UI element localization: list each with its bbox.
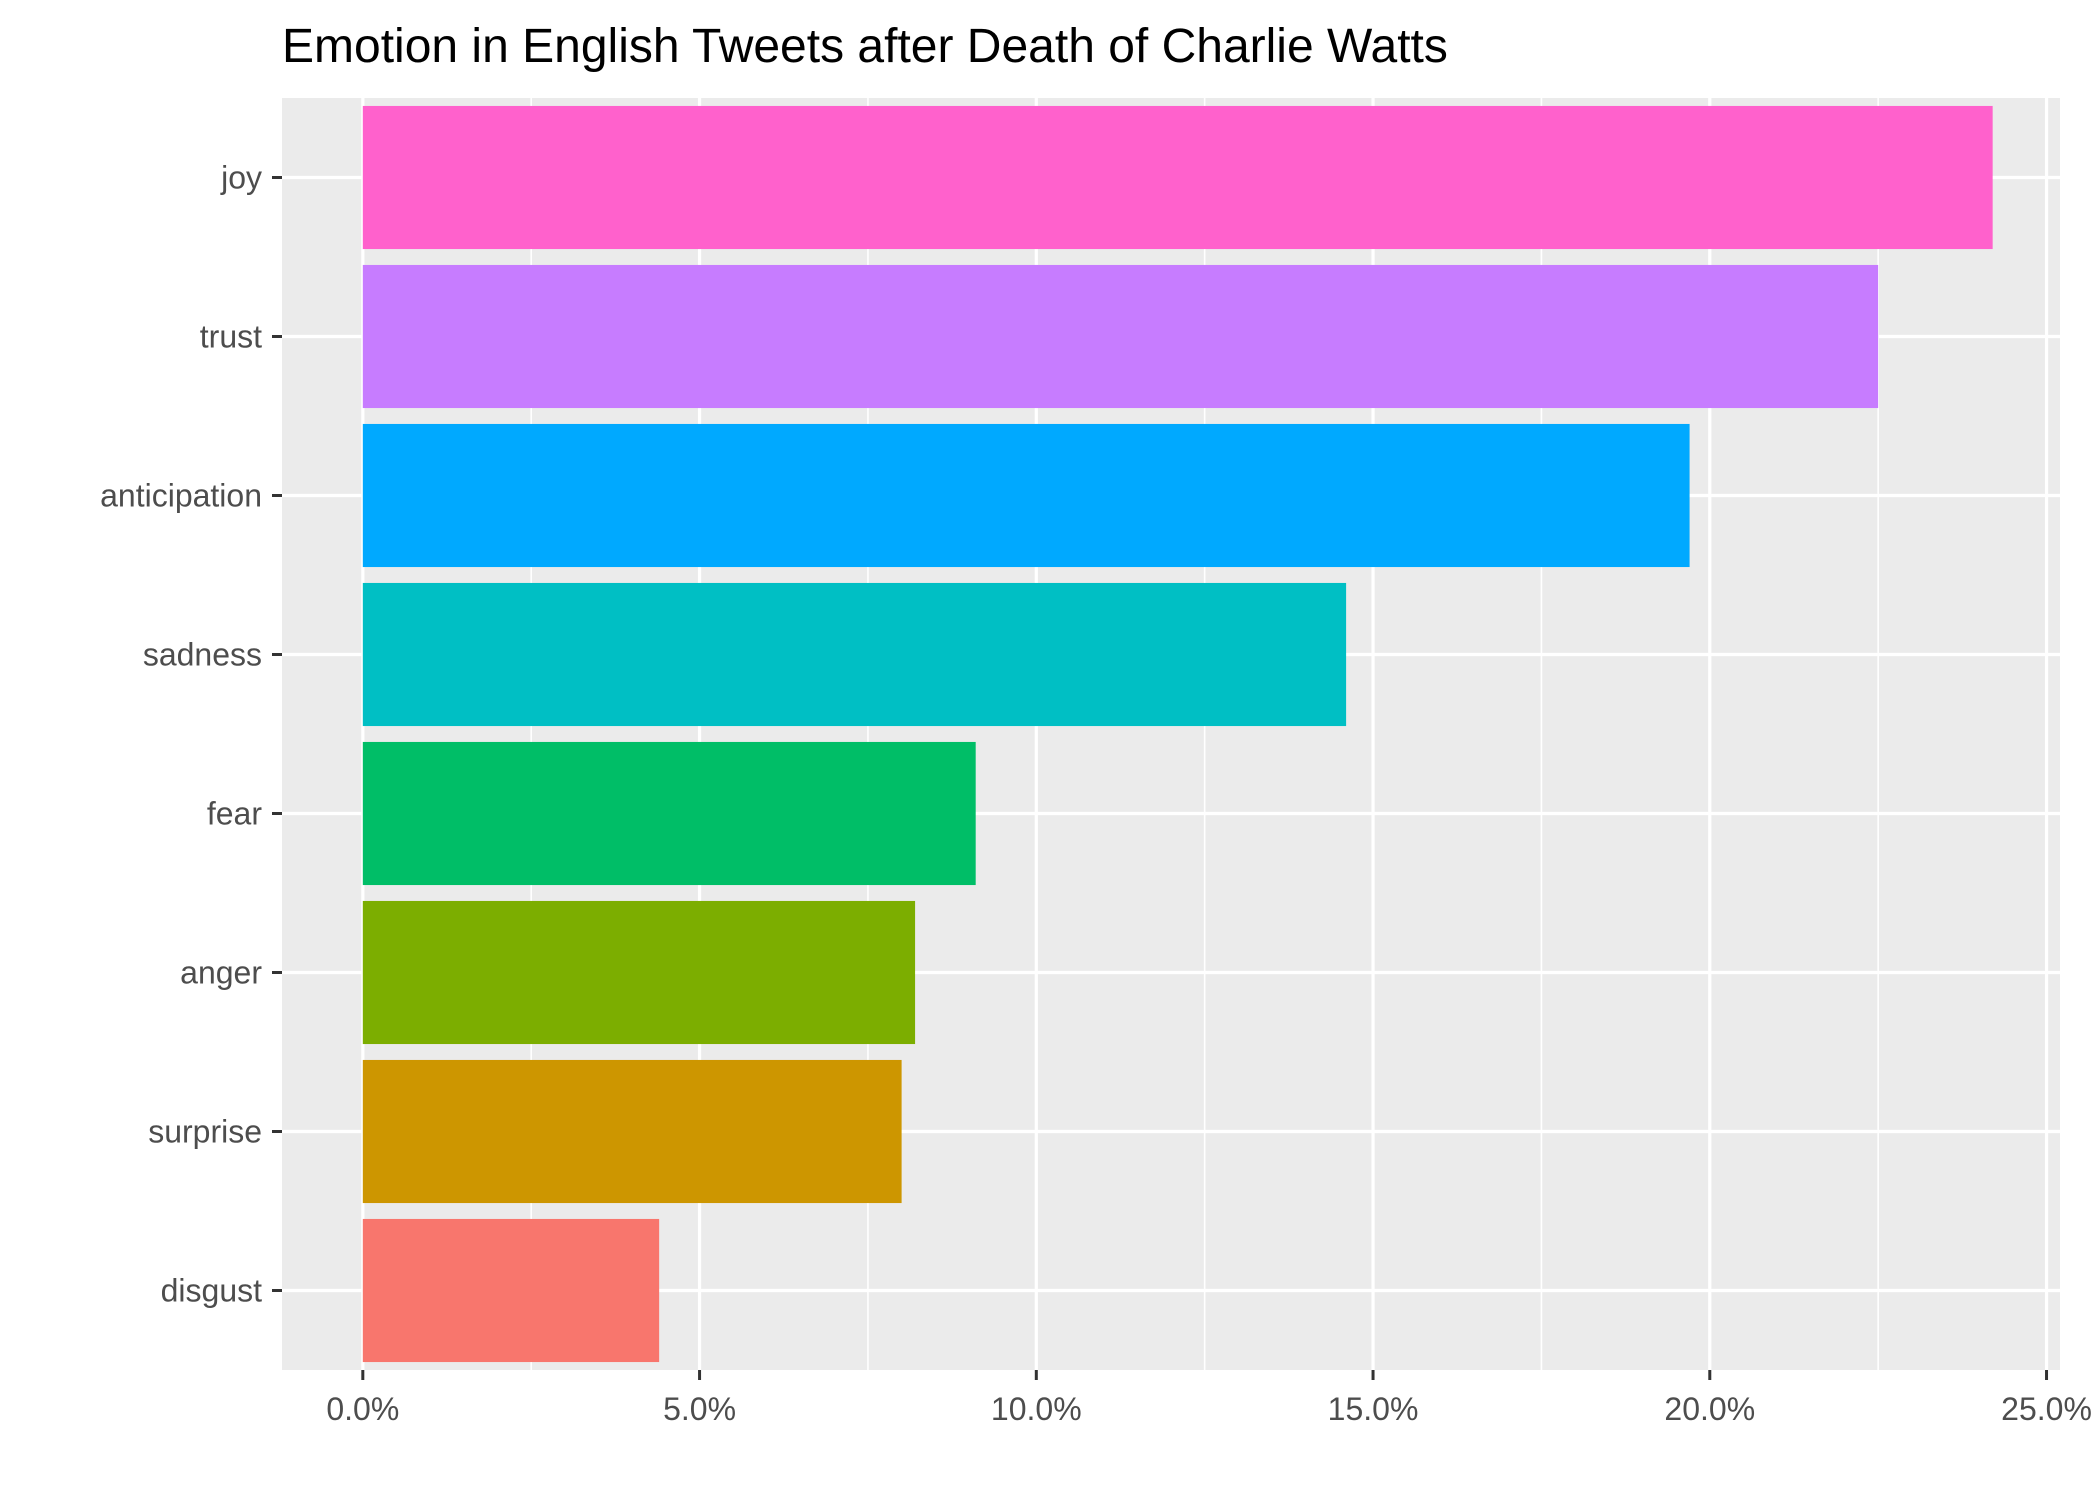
y-tick-label: anticipation (100, 478, 262, 514)
bar-anger (362, 900, 916, 1045)
chart-title: Emotion in English Tweets after Death of… (282, 20, 1448, 73)
bar-fear (362, 741, 976, 886)
y-tick-label: surprise (148, 1114, 262, 1150)
bar-surprise (362, 1059, 902, 1204)
y-tick-label: trust (200, 319, 262, 355)
x-tick-label: 20.0% (1664, 1391, 1755, 1427)
y-tick-label: fear (207, 796, 262, 832)
bar-trust (362, 264, 1879, 409)
bar-disgust (362, 1218, 660, 1363)
y-tick-label: anger (180, 955, 262, 991)
x-tick-label: 10.0% (991, 1391, 1082, 1427)
y-tick-label: disgust (161, 1273, 263, 1309)
x-tick-label: 25.0% (2001, 1391, 2092, 1427)
bar-joy (362, 105, 1993, 250)
y-axis: joy trust anticipation sadness fear anger surp… (100, 160, 282, 1309)
x-tick-label: 0.0% (326, 1391, 399, 1427)
x-tick-label: 5.0% (663, 1391, 736, 1427)
bars-group (362, 105, 1993, 1363)
y-tick-label: sadness (143, 637, 262, 673)
x-tick-label: 15.0% (1328, 1391, 1419, 1427)
y-tick-label: joy (220, 160, 262, 196)
bar-anticipation (362, 423, 1690, 568)
bar-sadness (362, 582, 1347, 727)
x-axis: 0.0% 5.0% 10.0% 15.0% 20.0% 25.0% (326, 1370, 2092, 1427)
